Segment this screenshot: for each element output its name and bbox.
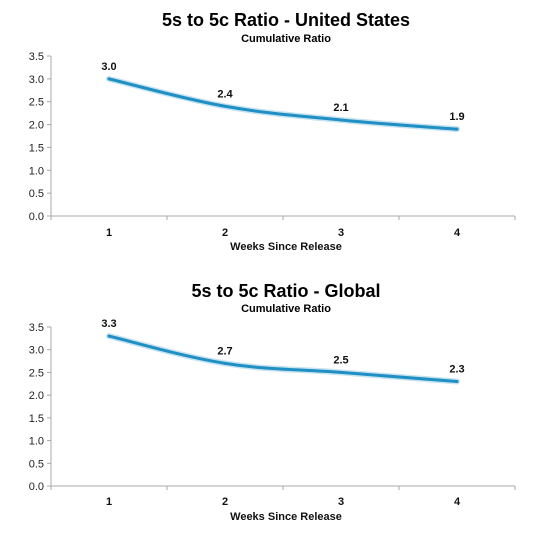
data-point xyxy=(107,77,111,81)
chart-subtitle: Cumulative Ratio xyxy=(241,33,331,45)
data-label: 3.3 xyxy=(101,318,116,330)
y-tick-label: 1.0 xyxy=(29,165,44,177)
data-point xyxy=(107,334,111,338)
data-label: 2.7 xyxy=(217,345,232,357)
data-point xyxy=(223,361,227,365)
series-line-glow xyxy=(106,333,460,385)
chart-title: 5s to 5c Ratio - United States xyxy=(162,10,410,30)
y-tick-label: 2.0 xyxy=(29,120,44,132)
x-tick-label: 4 xyxy=(454,227,461,239)
y-tick-label: 3.0 xyxy=(29,74,44,86)
series-line-glow xyxy=(106,75,460,133)
chart-1: 5s to 5c Ratio - United States Cumulative… xyxy=(29,10,516,253)
y-tick-label: 3.5 xyxy=(29,322,44,334)
x-tick-label: 4 xyxy=(454,496,461,508)
x-tick-label: 3 xyxy=(338,227,344,239)
x-tick-label: 2 xyxy=(222,496,228,508)
data-point xyxy=(455,380,459,384)
y-tick-label: 0.5 xyxy=(29,188,44,200)
y-tick-label: 3.0 xyxy=(29,345,44,357)
y-tick-label: 2.0 xyxy=(29,390,44,402)
series-line xyxy=(107,334,459,384)
y-tick-label: 0.0 xyxy=(29,481,44,493)
data-point xyxy=(223,104,227,108)
x-tick-label: 1 xyxy=(106,227,112,239)
chart-title: 5s to 5c Ratio - Global xyxy=(191,281,380,301)
x-axis-title: Weeks Since Release xyxy=(230,511,342,523)
y-tick-label: 2.5 xyxy=(29,367,44,379)
y-tick-label: 1.5 xyxy=(29,142,44,154)
x-tick-label: 3 xyxy=(338,496,344,508)
series-line xyxy=(107,77,459,131)
data-label: 3.0 xyxy=(101,61,116,73)
data-label: 1.9 xyxy=(449,111,464,123)
chart-subtitle: Cumulative Ratio xyxy=(241,303,331,315)
data-point xyxy=(339,118,343,122)
y-tick-label: 3.5 xyxy=(29,51,44,63)
x-tick-label: 2 xyxy=(222,227,228,239)
y-tick-label: 2.5 xyxy=(29,97,44,109)
data-label: 2.5 xyxy=(333,354,348,366)
data-label: 2.3 xyxy=(449,364,464,376)
data-label: 2.4 xyxy=(217,88,233,100)
data-point xyxy=(339,370,343,374)
x-axis-title: Weeks Since Release xyxy=(230,241,342,253)
y-tick-label: 1.0 xyxy=(29,436,44,448)
chart-2: 5s to 5c Ratio - Global Cumulative Ratio 0… xyxy=(29,281,516,523)
y-tick-label: 0.0 xyxy=(29,211,44,223)
y-tick-label: 0.5 xyxy=(29,458,44,470)
x-tick-label: 1 xyxy=(106,496,112,508)
y-tick-label: 1.5 xyxy=(29,413,44,425)
data-label: 2.1 xyxy=(333,102,348,114)
data-point xyxy=(455,127,459,131)
